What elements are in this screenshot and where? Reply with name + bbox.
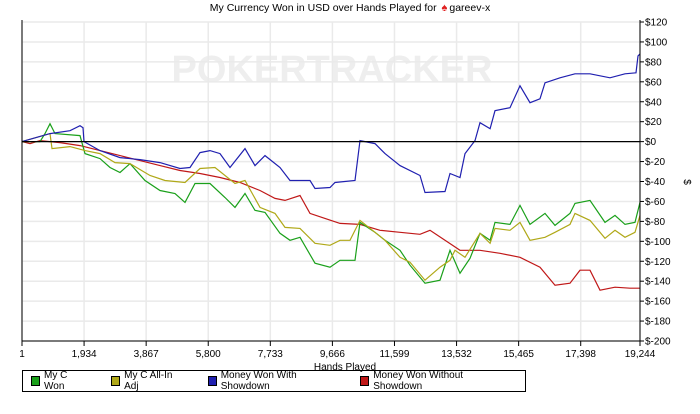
legend-label: My C Won xyxy=(44,370,68,392)
x-axis-label: Hands Played xyxy=(314,362,376,373)
pokerstars-spade-icon: ♠ xyxy=(441,2,448,14)
y-tick-label: $40 xyxy=(645,97,662,108)
legend-item: My C All-In Adj xyxy=(111,370,182,392)
y-tick-label: $60 xyxy=(645,77,662,88)
series-line-1 xyxy=(21,132,641,282)
x-tick-label: 17,398 xyxy=(565,349,596,360)
player-name: gareev-x xyxy=(449,2,491,14)
x-tick-label: 19,244 xyxy=(625,349,656,360)
legend-label: Money Won With Showdown xyxy=(220,370,297,392)
series-line-2 xyxy=(21,53,641,194)
y-tick-label: $-20 xyxy=(645,157,665,168)
y-tick-label: $-40 xyxy=(645,177,665,188)
x-tick-label: 3,867 xyxy=(134,349,159,360)
y-tick-label: $120 xyxy=(645,18,668,29)
y-tick-label: $-120 xyxy=(645,257,671,268)
y-tick-label: $0 xyxy=(645,137,657,148)
x-tick-label: 1 xyxy=(19,349,25,360)
x-tick-label: 5,800 xyxy=(196,349,221,360)
y-tick-label: $-100 xyxy=(645,237,671,248)
y-tick-label: $-80 xyxy=(645,217,665,228)
x-tick-label: 13,532 xyxy=(441,349,472,360)
legend-item: My C Won xyxy=(31,370,85,392)
series-line-0 xyxy=(22,122,641,284)
x-tick-label: 7,733 xyxy=(258,349,283,360)
x-tick-label: 11,599 xyxy=(380,349,410,360)
y-axis-label: $ xyxy=(681,179,692,185)
chart-title: My Currency Won in USD over Hands Played… xyxy=(0,2,700,14)
y-tick-label: $-180 xyxy=(645,317,671,328)
chart-title-text: My Currency Won in USD over Hands Played… xyxy=(209,2,437,14)
legend-item: Money Won With Showdown xyxy=(207,370,335,392)
x-tick-label: 1,934 xyxy=(72,349,97,360)
y-tick-label: $-140 xyxy=(645,277,671,288)
legend-label: My C All-In Adj xyxy=(124,370,173,392)
y-tick-label: $-160 xyxy=(645,297,671,308)
x-tick-label: 15,465 xyxy=(503,349,534,360)
x-tick-label: 9,666 xyxy=(320,349,345,360)
legend-swatch xyxy=(207,376,217,386)
legend-item: Money Won Without Showdown xyxy=(360,370,499,392)
y-tick-label: $100 xyxy=(645,37,668,48)
legend-swatch xyxy=(31,376,41,386)
series-line-3 xyxy=(21,139,640,291)
y-tick-label: $-60 xyxy=(645,197,665,208)
legend-swatch xyxy=(360,376,370,386)
y-tick-label: $20 xyxy=(645,117,662,128)
y-tick-label: $80 xyxy=(645,57,662,68)
y-tick-label: $-200 xyxy=(645,337,671,348)
legend-label: Money Won Without Showdown xyxy=(373,370,464,392)
legend: My C Won My C All-In Adj Money Won With Sh… xyxy=(22,370,526,392)
legend-swatch xyxy=(111,376,121,386)
